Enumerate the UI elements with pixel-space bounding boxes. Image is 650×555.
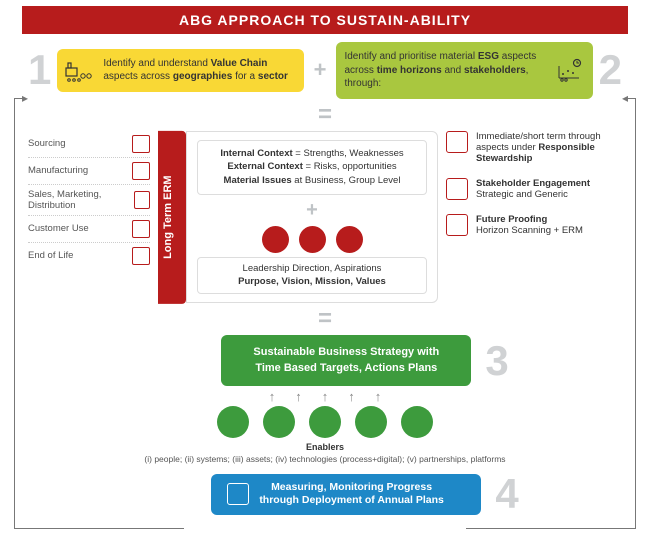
handshake-icon — [446, 178, 468, 200]
vc-item-manufacturing: Manufacturing — [28, 158, 150, 185]
step-1-box: Identify and understand Value Chain aspe… — [57, 49, 303, 92]
esg-item-stewardship: Immediate/short term through aspects und… — [446, 131, 604, 164]
clock-scatter-icon — [555, 57, 585, 83]
systems-icon — [263, 406, 295, 438]
vc-item-eol: End of Life — [28, 243, 150, 269]
factory-chain-icon — [65, 57, 95, 83]
context-box: Internal Context = Strengths, Weaknesses… — [197, 140, 427, 195]
arrowhead-icon: ◂ — [622, 91, 628, 105]
header-title: ABG APPROACH TO SUSTAIN-ABILITY — [179, 12, 471, 28]
peak-icon — [299, 226, 326, 253]
megaphone-icon — [134, 191, 150, 209]
erm-body: Internal Context = Strengths, Weaknesses… — [186, 131, 438, 304]
enabler-arrows: ↑ ↑ ↑ ↑ ↑ — [28, 389, 622, 404]
eye-icon — [262, 226, 289, 253]
step-3-box: Sustainable Business Strategy with Time … — [221, 335, 471, 386]
step-3-row: Sustainable Business Strategy with Time … — [28, 335, 622, 386]
step-4-number: 4 — [495, 470, 518, 518]
step-1-text: Identify and understand Value Chain aspe… — [103, 57, 295, 84]
vc-item-customer: Customer Use — [28, 216, 150, 243]
plus-symbol-mid: + — [306, 199, 318, 222]
diagram-content: 1 Identify and understand Value Chain as… — [0, 34, 650, 528]
value-chain-list: Sourcing Manufacturing Sales, Marketing,… — [28, 131, 150, 304]
esg-item-engagement: Stakeholder EngagementStrategic and Gene… — [446, 178, 604, 200]
arrow-up-icon: ↑ — [375, 389, 382, 404]
vc-item-sales: Sales, Marketing, Distribution — [28, 185, 150, 216]
esg-list: Immediate/short term through aspects und… — [446, 131, 604, 304]
recycle-icon — [132, 247, 150, 265]
plus-symbol-top: + — [310, 57, 331, 83]
esg-item-future: Future ProofingHorizon Scanning + ERM — [446, 214, 604, 236]
step-2-number: 2 — [599, 49, 622, 91]
arrow-up-icon: ↑ — [348, 389, 355, 404]
step-2-text: Identify and prioritise material ESG asp… — [344, 50, 546, 91]
step-4-row: Measuring, Monitoring Progress through D… — [28, 470, 622, 518]
enablers-icons — [28, 406, 622, 438]
gem-icon — [336, 226, 363, 253]
leadership-icons — [262, 226, 363, 253]
step-4-box: Measuring, Monitoring Progress through D… — [211, 474, 481, 515]
equals-symbol-2: = — [28, 305, 622, 333]
people-icon — [217, 406, 249, 438]
feedback-loop-right — [635, 98, 636, 528]
middle-row: Sourcing Manufacturing Sales, Marketing,… — [28, 131, 622, 304]
monitor-icon — [227, 483, 249, 505]
step-3-number: 3 — [485, 337, 508, 385]
feedback-loop-left — [14, 98, 15, 528]
telescope-icon — [446, 214, 468, 236]
enablers-sublabel: (i) people; (ii) systems; (iii) assets; … — [28, 454, 622, 464]
feedback-loop-bottom-r — [466, 528, 636, 529]
enablers-label: Enablers — [28, 442, 622, 452]
leadership-box: Leadership Direction, Aspirations Purpos… — [197, 257, 427, 295]
vc-item-sourcing: Sourcing — [28, 131, 150, 158]
arrow-up-icon: ↑ — [295, 389, 302, 404]
arrow-up-icon: ↑ — [269, 389, 276, 404]
arrow-up-icon: ↑ — [322, 389, 329, 404]
header-bar: ABG APPROACH TO SUSTAIN-ABILITY — [22, 6, 628, 34]
feedback-loop-bottom-l — [14, 528, 184, 529]
top-row: 1 Identify and understand Value Chain as… — [28, 42, 622, 99]
partnerships-icon — [401, 406, 433, 438]
technologies-icon — [355, 406, 387, 438]
globe-icon — [446, 131, 468, 153]
bag-icon — [132, 220, 150, 238]
factory-icon — [132, 162, 150, 180]
equals-symbol-1: = — [28, 101, 622, 129]
arrowhead-icon: ▸ — [22, 91, 28, 105]
erm-bar-label: Long Term ERM — [158, 131, 186, 304]
step-1-number: 1 — [28, 49, 51, 91]
erm-block: Long Term ERM Internal Context = Strengt… — [158, 131, 438, 304]
step-2-box: Identify and prioritise material ESG asp… — [336, 42, 592, 99]
truck-icon — [132, 135, 150, 153]
assets-icon — [309, 406, 341, 438]
